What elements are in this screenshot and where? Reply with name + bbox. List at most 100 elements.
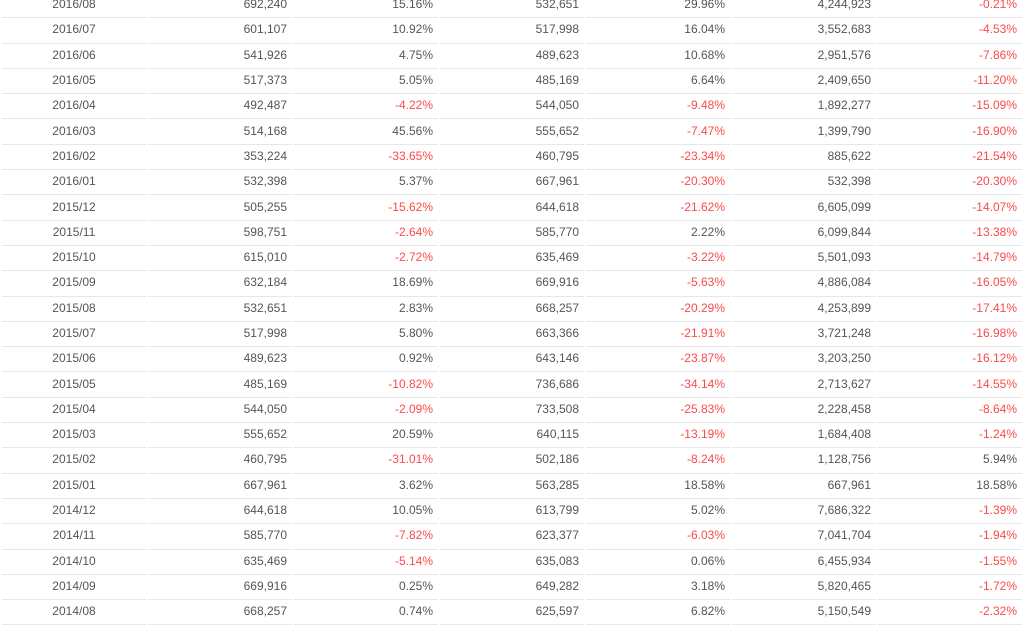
cumulative-revenue-cell: 1,128,756 bbox=[732, 448, 876, 474]
yoy-change-pct-cell: -13.19% bbox=[586, 423, 730, 449]
table-row: 2015/01 667,961 3.62% 563,285 18.58% 667,961 1… bbox=[2, 474, 1022, 499]
table-row: 2016/05 517,373 5.05% 485,169 6.64% 2,409,650… bbox=[2, 69, 1022, 95]
cumulative-revenue-cell: 4,253,899 bbox=[732, 297, 876, 322]
cumulative-revenue-cell: 1,892,277 bbox=[732, 94, 876, 120]
month-cell: 2015/07 bbox=[2, 322, 146, 348]
month-cell: 2015/04 bbox=[2, 398, 146, 424]
mom-change-pct-cell: 20.59% bbox=[294, 423, 438, 449]
mom-change-pct-cell: -2.72% bbox=[294, 246, 438, 272]
table-row: 2015/12 505,255 -15.62% 644,618 -21.62% 6,605… bbox=[2, 195, 1022, 221]
monthly-revenue-cell: 669,916 bbox=[148, 575, 292, 601]
mom-change-pct-cell: -15.62% bbox=[294, 195, 438, 221]
cumulative-yoy-change-pct-cell: -1.39% bbox=[878, 499, 1022, 525]
table-row: 2015/11 598,751 -2.64% 585,770 2.22% 6,099,84… bbox=[2, 221, 1022, 246]
yoy-change-pct-cell: -6.03% bbox=[586, 524, 730, 550]
table-row: 2015/07 517,998 5.80% 663,366 -21.91% 3,721,2… bbox=[2, 322, 1022, 348]
table-row: 2015/09 632,184 18.69% 669,916 -5.63% 4,886,0… bbox=[2, 271, 1022, 297]
month-cell: 2014/08 bbox=[2, 600, 146, 626]
prior-year-same-month-revenue-cell: 663,366 bbox=[440, 322, 584, 348]
monthly-revenue-cell: 532,398 bbox=[148, 170, 292, 196]
month-cell: 2015/02 bbox=[2, 448, 146, 474]
monthly-revenue-cell: 585,770 bbox=[148, 524, 292, 550]
cumulative-revenue-cell: 5,150,549 bbox=[732, 600, 876, 626]
table-row: 2016/07 601,107 10.92% 517,998 16.04% 3,552,6… bbox=[2, 18, 1022, 44]
yoy-change-pct-cell: 29.96% bbox=[586, 0, 730, 19]
cumulative-yoy-change-pct-cell: -2.32% bbox=[878, 600, 1022, 626]
table-row: 2014/09 669,916 0.25% 649,282 3.18% 5,820,465… bbox=[2, 575, 1022, 601]
cumulative-yoy-change-pct-cell: -14.79% bbox=[878, 246, 1022, 272]
prior-year-same-month-revenue-cell: 544,050 bbox=[440, 94, 584, 120]
cumulative-revenue-cell: 2,951,576 bbox=[732, 44, 876, 69]
mom-change-pct-cell: -31.01% bbox=[294, 448, 438, 474]
prior-year-same-month-revenue-cell: 635,469 bbox=[440, 246, 584, 272]
yoy-change-pct-cell: 0.06% bbox=[586, 550, 730, 575]
cumulative-yoy-change-pct-cell: -17.41% bbox=[878, 297, 1022, 322]
cumulative-revenue-cell: 532,398 bbox=[732, 170, 876, 196]
cumulative-yoy-change-pct-cell: -1.24% bbox=[878, 423, 1022, 449]
prior-year-same-month-revenue-cell: 643,146 bbox=[440, 347, 584, 373]
mom-change-pct-cell: 0.25% bbox=[294, 575, 438, 601]
month-cell: 2016/06 bbox=[2, 44, 146, 69]
month-cell: 2015/12 bbox=[2, 195, 146, 221]
yoy-change-pct-cell: 2.22% bbox=[586, 221, 730, 246]
monthly-revenue-cell: 598,751 bbox=[148, 221, 292, 246]
cumulative-revenue-cell: 3,721,248 bbox=[732, 322, 876, 348]
yoy-change-pct-cell: -9.48% bbox=[586, 94, 730, 120]
month-cell: 2015/06 bbox=[2, 347, 146, 373]
month-cell: 2014/11 bbox=[2, 524, 146, 550]
mom-change-pct-cell: -5.14% bbox=[294, 550, 438, 575]
prior-year-same-month-revenue-cell: 736,686 bbox=[440, 372, 584, 398]
monthly-revenue-cell: 517,998 bbox=[148, 322, 292, 348]
month-cell: 2015/10 bbox=[2, 246, 146, 272]
mom-change-pct-cell: -10.82% bbox=[294, 372, 438, 398]
cumulative-yoy-change-pct-cell: -16.12% bbox=[878, 347, 1022, 373]
yoy-change-pct-cell: -25.83% bbox=[586, 398, 730, 424]
monthly-revenue-cell: 667,961 bbox=[148, 474, 292, 499]
mom-change-pct-cell: 10.05% bbox=[294, 499, 438, 525]
mom-change-pct-cell: -2.64% bbox=[294, 221, 438, 246]
monthly-revenue-cell: 460,795 bbox=[148, 448, 292, 474]
prior-year-same-month-revenue-cell: 649,282 bbox=[440, 575, 584, 601]
cumulative-revenue-cell: 6,099,844 bbox=[732, 221, 876, 246]
prior-year-same-month-revenue-cell: 635,083 bbox=[440, 550, 584, 575]
prior-year-same-month-revenue-cell: 668,257 bbox=[440, 297, 584, 322]
monthly-revenue-cell: 489,623 bbox=[148, 347, 292, 373]
mom-change-pct-cell: 10.92% bbox=[294, 18, 438, 44]
table-row: 2015/03 555,652 20.59% 640,115 -13.19% 1,684,… bbox=[2, 423, 1022, 449]
table-row: 2014/12 644,618 10.05% 613,799 5.02% 7,686,32… bbox=[2, 499, 1022, 525]
prior-year-same-month-revenue-cell: 625,597 bbox=[440, 600, 584, 626]
cumulative-yoy-change-pct-cell: -7.86% bbox=[878, 44, 1022, 69]
cumulative-yoy-change-pct-cell: -15.09% bbox=[878, 94, 1022, 120]
cumulative-revenue-cell: 4,886,084 bbox=[732, 271, 876, 297]
monthly-revenue-cell: 353,224 bbox=[148, 145, 292, 171]
yoy-change-pct-cell: 6.82% bbox=[586, 600, 730, 626]
table-row: 2015/10 615,010 -2.72% 635,469 -3.22% 5,501,0… bbox=[2, 246, 1022, 272]
monthly-revenue-cell: 555,652 bbox=[148, 423, 292, 449]
cumulative-yoy-change-pct-cell: -14.07% bbox=[878, 195, 1022, 221]
mom-change-pct-cell: 0.74% bbox=[294, 600, 438, 626]
cumulative-revenue-cell: 5,820,465 bbox=[732, 575, 876, 601]
prior-year-same-month-revenue-cell: 585,770 bbox=[440, 221, 584, 246]
prior-year-same-month-revenue-cell: 485,169 bbox=[440, 69, 584, 95]
monthly-revenue-cell: 692,240 bbox=[148, 0, 292, 19]
prior-year-same-month-revenue-cell: 460,795 bbox=[440, 145, 584, 171]
cumulative-revenue-cell: 7,686,322 bbox=[732, 499, 876, 525]
yoy-change-pct-cell: -21.91% bbox=[586, 322, 730, 348]
yoy-change-pct-cell: 3.18% bbox=[586, 575, 730, 601]
monthly-revenue-cell: 544,050 bbox=[148, 398, 292, 424]
yoy-change-pct-cell: -8.24% bbox=[586, 448, 730, 474]
cumulative-yoy-change-pct-cell: 18.58% bbox=[878, 474, 1022, 499]
cumulative-revenue-cell: 3,552,683 bbox=[732, 18, 876, 44]
mom-change-pct-cell: 18.69% bbox=[294, 271, 438, 297]
month-cell: 2015/09 bbox=[2, 271, 146, 297]
mom-change-pct-cell: 2.83% bbox=[294, 297, 438, 322]
table-row: 2015/06 489,623 0.92% 643,146 -23.87% 3,203,2… bbox=[2, 347, 1022, 373]
prior-year-same-month-revenue-cell: 613,799 bbox=[440, 499, 584, 525]
prior-year-same-month-revenue-cell: 517,998 bbox=[440, 18, 584, 44]
table-row: 2015/05 485,169 -10.82% 736,686 -34.14% 2,713… bbox=[2, 372, 1022, 398]
yoy-change-pct-cell: -23.87% bbox=[586, 347, 730, 373]
cumulative-yoy-change-pct-cell: -1.55% bbox=[878, 550, 1022, 575]
prior-year-same-month-revenue-cell: 532,651 bbox=[440, 0, 584, 19]
